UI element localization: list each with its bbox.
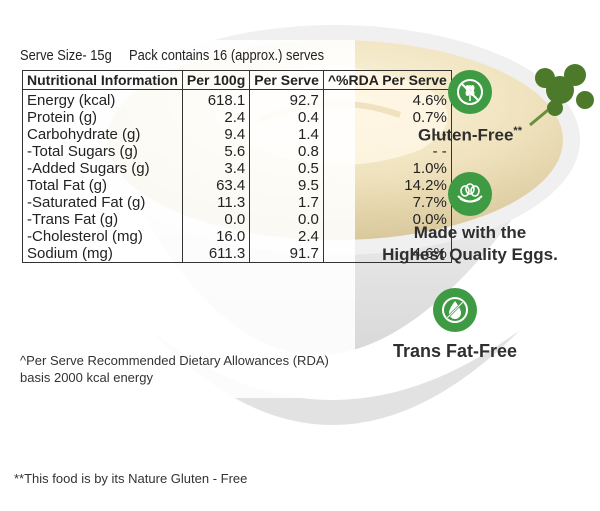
value-rda: 0.7% [322,109,452,126]
eggs-label-line1: Made with the [413,223,527,242]
value-per-serve: 91.7 [249,245,324,263]
value-rda: - - [322,228,452,245]
table-row: Total Fat (g) 63.4 9.5 14.2% [22,177,452,194]
value-per-serve: 0.0 [249,211,324,228]
table-row: -Saturated Fat (g) 11.3 1.7 7.7% [22,194,452,211]
value-rda: 1.0% [322,160,452,177]
header-nutritional-information: Nutritional Information [22,70,183,90]
gluten-footnote: **This food is by its Nature Gluten - Fr… [14,471,248,486]
header-per-100g: Per 100g [181,70,251,90]
eggs-in-nest-icon [448,172,492,216]
value-rda: 4.6% [322,245,452,263]
oil-drop-icon [433,288,477,332]
table-row: Protein (g) 2.4 0.4 0.7% [22,109,452,126]
table-row: Energy (kcal) 618.1 92.7 4.6% [22,89,452,109]
nutrient-name: Protein (g) [22,109,183,126]
value-per-serve: 9.5 [249,177,324,194]
value-rda: - - [322,143,452,160]
value-per-100g: 16.0 [181,228,251,245]
nutrition-table: Nutritional Information Per 100g Per Ser… [22,70,452,263]
value-per-100g: 3.4 [181,160,251,177]
value-per-100g: 618.1 [181,89,251,109]
value-per-100g: 2.4 [181,109,251,126]
nutrient-name: Carbohydrate (g) [22,126,183,143]
header-rda: ^%RDA Per Serve [322,70,452,90]
serve-size: Serve Size- 15g [20,47,112,64]
value-per-100g: 0.0 [181,211,251,228]
table-row: -Added Sugars (g) 3.4 0.5 1.0% [22,160,452,177]
nutrient-name: Energy (kcal) [22,89,183,109]
table-row: Sodium (mg) 611.3 91.7 4.6% [22,245,452,263]
value-per-100g: 11.3 [181,194,251,211]
header-per-serve: Per Serve [249,70,324,90]
value-per-100g: 63.4 [181,177,251,194]
table-header-row: Nutritional Information Per 100g Per Ser… [22,70,452,90]
nutrient-name: -Added Sugars (g) [22,160,183,177]
value-rda: - - [322,126,452,143]
value-rda: 0.0% [322,211,452,228]
wheat-crossed-icon [448,70,492,114]
value-per-serve: 1.4 [249,126,324,143]
value-rda: 4.6% [322,89,452,109]
nutrient-name: Sodium (mg) [22,245,183,263]
value-per-serve: 2.4 [249,228,324,245]
trans-fat-free-feature: Trans Fat-Free [375,288,535,362]
value-per-100g: 611.3 [181,245,251,263]
value-per-serve: 0.5 [249,160,324,177]
value-per-serve: 92.7 [249,89,324,109]
gluten-free-label: Gluten-Free** [418,125,522,145]
table-row: -Cholesterol (mg) 16.0 2.4 - - [22,228,452,245]
value-rda: 7.7% [322,194,452,211]
table-row: -Total Sugars (g) 5.6 0.8 - - [22,143,452,160]
table-row: -Trans Fat (g) 0.0 0.0 0.0% [22,211,452,228]
value-per-100g: 9.4 [181,126,251,143]
pack-contains: Pack contains 16 (approx.) serves [128,47,325,64]
eggs-feature: Made with the Highest Quality Eggs. [365,172,575,266]
nutrient-name: -Trans Fat (g) [22,211,183,228]
value-per-100g: 5.6 [181,143,251,160]
nutrient-name: -Total Sugars (g) [22,143,183,160]
trans-fat-free-label: Trans Fat-Free [392,341,518,361]
nutrient-name: Total Fat (g) [22,177,183,194]
table-row: Carbohydrate (g) 9.4 1.4 - - [22,126,452,143]
value-per-serve: 0.8 [249,143,324,160]
value-per-serve: 1.7 [249,194,324,211]
value-per-serve: 0.4 [249,109,324,126]
nutrient-name: -Cholesterol (mg) [22,228,183,245]
nutrient-name: -Saturated Fat (g) [22,194,183,211]
gluten-free-feature: Gluten-Free** [395,70,545,147]
eggs-label-line2: Highest Quality Eggs. [382,245,558,264]
serving-info: Serve Size- 15g Pack contains 16 (approx.… [20,47,324,64]
rda-note: ^Per Serve Recommended Dietary Allowance… [20,353,329,385]
